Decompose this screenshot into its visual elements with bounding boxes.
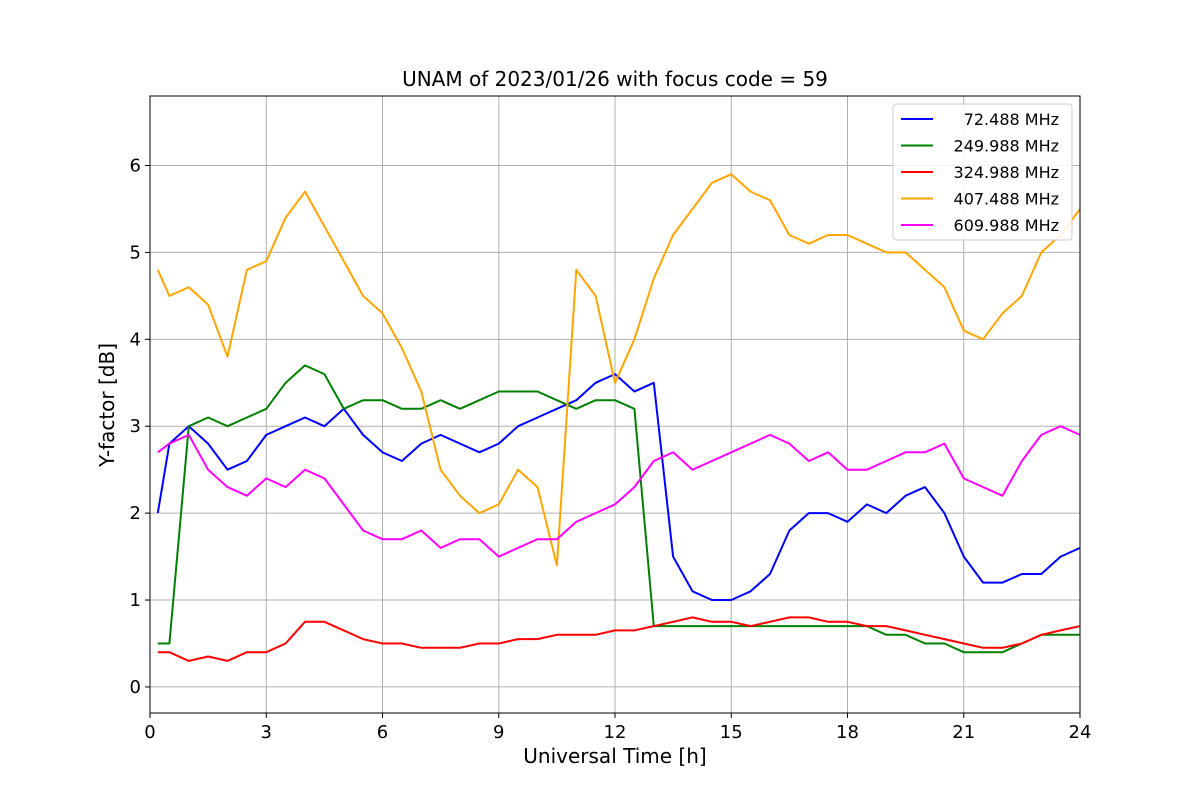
series-lines <box>156 173 1081 662</box>
legend-label: 407.488 MHz <box>954 190 1059 209</box>
y-tick-label: 3 <box>130 416 141 437</box>
x-tick-label: 15 <box>720 722 743 743</box>
legend-label: 249.988 MHz <box>954 137 1059 156</box>
legend-box <box>892 103 1073 241</box>
y-tick-label: 0 <box>130 677 141 698</box>
legend-label: 324.988 MHz <box>954 163 1059 182</box>
x-tick-label: 0 <box>144 722 155 743</box>
legend: 72.488 MHz 249.988 MHz 324.988 MHz 407.488 … <box>892 103 1073 241</box>
x-tick-label: 9 <box>493 722 504 743</box>
x-tick-label: 24 <box>1069 722 1092 743</box>
x-tick-label: 12 <box>604 722 627 743</box>
legend-label: 609.988 MHz <box>954 216 1059 235</box>
x-tick-label: 18 <box>836 722 859 743</box>
y-axis-label: Y-factor [dB] <box>95 343 119 468</box>
y-tick-label: 4 <box>130 329 141 350</box>
x-axis-label: Universal Time [h] <box>523 744 706 768</box>
x-tick-label: 6 <box>377 722 388 743</box>
y-tick-label: 5 <box>130 242 141 263</box>
chart-title: UNAM of 2023/01/26 with focus code = 59 <box>402 67 828 91</box>
series-line-3 <box>156 173 1081 567</box>
y-tick-label: 6 <box>130 156 141 177</box>
series-line-4 <box>157 425 1081 558</box>
x-axis-ticks: 0 3 6 9 12 15 18 21 24 <box>144 713 1091 743</box>
x-tick-label: 21 <box>952 722 975 743</box>
y-axis-ticks: 0 1 2 3 4 5 6 <box>130 156 150 698</box>
series-line-2 <box>157 616 1081 662</box>
x-tick-label: 3 <box>261 722 272 743</box>
legend-label: 72.488 MHz <box>964 110 1059 129</box>
y-tick-label: 2 <box>130 503 141 524</box>
y-tick-label: 1 <box>130 590 141 611</box>
series-line-1 <box>157 364 1080 654</box>
series-line-0 <box>156 373 1081 601</box>
